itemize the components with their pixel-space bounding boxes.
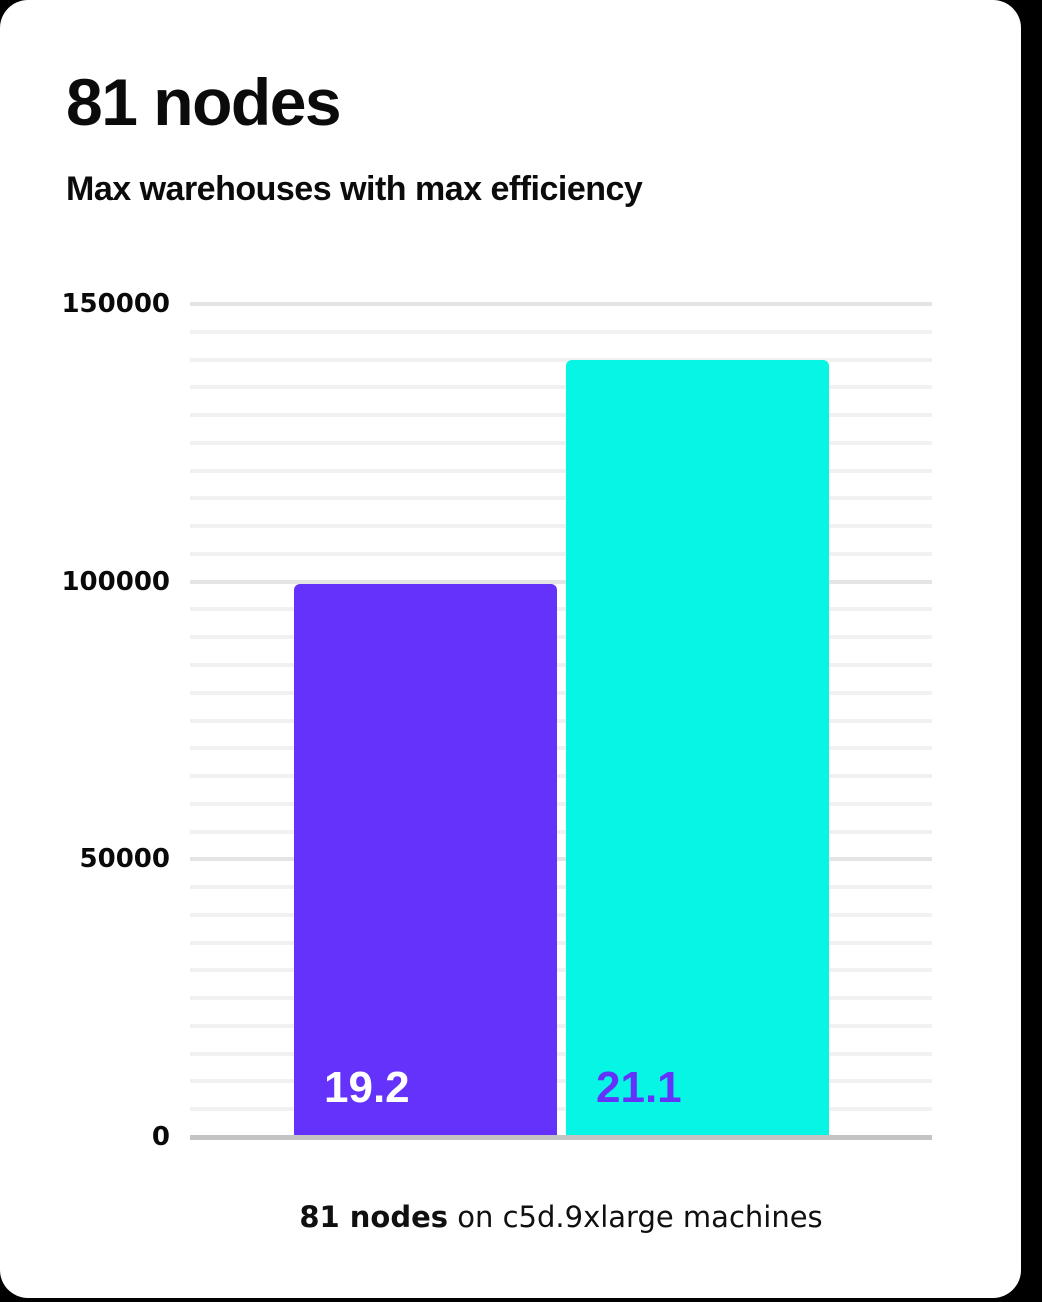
minor-gridline (190, 440, 932, 445)
minor-gridline (190, 690, 932, 695)
y-axis-tick-label: 0 (151, 1122, 170, 1152)
x-axis-line (190, 1134, 932, 1140)
minor-gridline (190, 829, 932, 834)
minor-gridline (190, 662, 932, 667)
chart-card: 81 nodes Max warehouses with max efficie… (0, 0, 1021, 1298)
caption-bold-text: 81 nodes (299, 1200, 449, 1234)
major-gridline (190, 579, 932, 584)
major-gridline (190, 302, 932, 306)
minor-gridline (190, 746, 932, 751)
minor-gridline (190, 607, 932, 612)
minor-gridline (190, 357, 932, 362)
y-axis-tick-label: 150000 (61, 289, 170, 319)
minor-gridline (190, 551, 932, 556)
y-axis: 0 50000 100000 150000 (0, 0, 190, 1298)
minor-gridline (190, 496, 932, 501)
minor-gridline (190, 468, 932, 473)
y-axis-tick-label: 50000 (79, 844, 170, 875)
minor-gridline (190, 718, 932, 723)
major-gridline (190, 857, 932, 862)
bar-1: 19.2 (294, 584, 557, 1137)
bar-value-label: 21.1 (596, 1063, 682, 1112)
y-axis-tick-label: 100000 (61, 566, 170, 597)
chart-caption: 81 nodes on c5d.9xlarge machines (190, 1200, 932, 1234)
minor-gridline (190, 801, 932, 806)
minor-gridline (190, 385, 932, 390)
minor-gridline (190, 968, 932, 973)
minor-gridline (190, 413, 932, 418)
bar-2: 21.1 (566, 359, 829, 1137)
bar-value-label: 19.2 (324, 1063, 410, 1112)
minor-gridline (190, 1079, 932, 1084)
page-title: 81 nodes (66, 65, 342, 139)
minor-gridline (190, 885, 932, 890)
minor-gridline (190, 1023, 932, 1028)
bar-chart-plot-area: 19.2 21.1 (190, 302, 932, 1140)
minor-gridline (190, 1107, 932, 1112)
minor-gridline (190, 912, 932, 917)
minor-gridline (190, 774, 932, 779)
page-subtitle: Max warehouses with max efficiency (66, 170, 643, 208)
minor-gridline (190, 996, 932, 1001)
minor-gridline (190, 635, 932, 640)
caption-regular-text: on c5d.9xlarge machines (448, 1200, 823, 1234)
minor-gridline (190, 524, 932, 529)
minor-gridline (190, 940, 932, 945)
minor-gridline (190, 1051, 932, 1056)
minor-gridline (190, 329, 932, 334)
